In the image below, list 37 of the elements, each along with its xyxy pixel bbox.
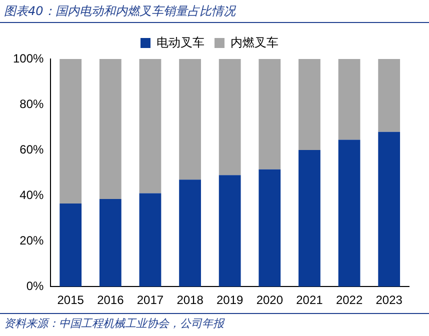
bar (179, 180, 201, 287)
bar (378, 132, 400, 287)
x-tick-label: 2019 (216, 293, 244, 308)
bar (338, 140, 360, 287)
x-tick-label: 2018 (176, 293, 204, 308)
bar (179, 59, 201, 180)
bar (99, 198, 122, 287)
bar (378, 59, 400, 132)
bar (218, 175, 241, 287)
y-tick-label: 80% (20, 96, 44, 111)
bar (99, 59, 122, 199)
x-tick-label: 2021 (296, 293, 324, 308)
bar (60, 204, 82, 287)
x-tick-label: 2016 (97, 293, 124, 308)
bar (60, 59, 82, 204)
bar (298, 150, 320, 287)
y-tick-label: 0% (26, 278, 44, 293)
y-tick-label: 60% (20, 142, 44, 156)
legend-label: 内燃叉车 (230, 35, 278, 50)
bar (298, 59, 320, 150)
x-tick-label: 2023 (376, 293, 403, 308)
bar (139, 59, 162, 194)
bar (338, 59, 360, 140)
y-tick-label: 40% (20, 188, 44, 202)
bar (258, 169, 281, 287)
x-tick-label: 2015 (57, 293, 84, 308)
y-tick-label: 100% (12, 51, 44, 66)
x-tick-label: 2022 (336, 293, 363, 308)
legend-label: 电动叉车 (156, 35, 204, 50)
text: 资料来源：中国工程机械工业协会，公司年报 (0, 313, 429, 334)
x-tick-label: 2017 (136, 293, 164, 308)
chart-title: 图表40：国内电动和内燃叉车销量占比情况 (0, 0, 429, 23)
x-tick-label: 2020 (256, 293, 284, 308)
bar (218, 59, 241, 176)
bar (139, 193, 162, 287)
bar (258, 59, 281, 170)
y-tick-label: 20% (20, 233, 44, 248)
